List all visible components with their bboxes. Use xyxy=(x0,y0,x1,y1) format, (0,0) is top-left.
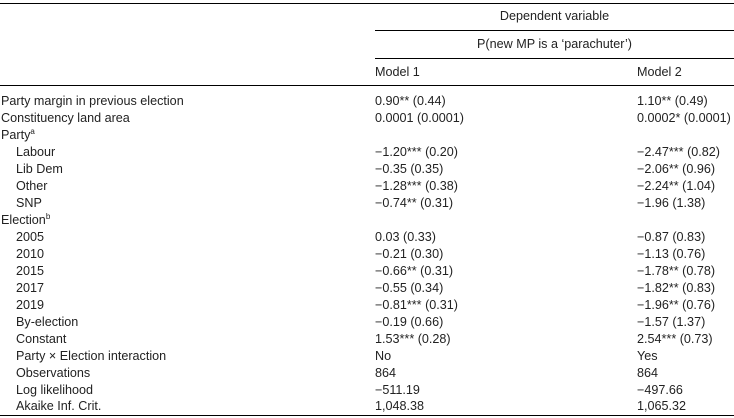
row-label: Labour xyxy=(16,145,56,159)
group-label-party: Partya xyxy=(1,127,35,144)
model1-header: Model 1 xyxy=(375,65,420,79)
row-label: Party margin in previous election xyxy=(1,94,184,108)
group-label-election: Electionb xyxy=(1,212,50,229)
row-label: Constituency land area xyxy=(1,111,130,125)
model1-cell: 864 xyxy=(375,366,397,380)
model2-cell: 1,065.32 xyxy=(637,399,687,413)
model2-cell: 1.10** (0.49) xyxy=(637,94,708,108)
dependent-variable-header: Dependent variable xyxy=(499,9,610,23)
model1-cell: 1,048.38 xyxy=(375,399,425,413)
model1-cell: −511.19 xyxy=(375,383,420,397)
model1-cell: −1.20*** (0.20) xyxy=(375,145,458,159)
row-label: SNP xyxy=(16,196,42,210)
row-label: 2019 xyxy=(16,298,45,312)
model2-cell: 864 xyxy=(637,366,659,380)
model1-cell: No xyxy=(375,349,392,363)
model1-cell: −0.66** (0.31) xyxy=(375,264,454,278)
model1-cell: −0.21 (0.30) xyxy=(375,247,444,261)
model2-cell: −1.57 (1.37) xyxy=(637,315,706,329)
group-label-text: Election xyxy=(1,213,46,227)
model1-cell: 0.0001 (0.0001) xyxy=(375,111,464,125)
model2-cell: −2.24** (1.04) xyxy=(637,179,716,193)
row-label: Log likelihood xyxy=(16,383,94,397)
model2-cell: Yes xyxy=(637,349,658,363)
model1-cell: 0.90** (0.44) xyxy=(375,94,446,108)
outcome-rule xyxy=(375,58,734,59)
header-bottom-rule xyxy=(0,85,734,86)
model2-cell: −0.87 (0.83) xyxy=(637,230,706,244)
row-label: 2017 xyxy=(16,281,45,295)
model2-cell: −1.78** (0.78) xyxy=(637,264,716,278)
footnote-marker: b xyxy=(45,211,51,221)
outcome-header: P(new MP is a ‘parachuter’) xyxy=(477,37,632,51)
model1-cell: −1.28*** (0.38) xyxy=(375,179,458,193)
model2-cell: −497.66 xyxy=(637,383,683,397)
row-label: 2005 xyxy=(16,230,45,244)
model2-cell: 2.54*** (0.73) xyxy=(637,332,713,346)
model1-cell: −0.35 (0.35) xyxy=(375,162,444,176)
row-label: 2010 xyxy=(16,247,45,261)
model1-cell: −0.19 (0.66) xyxy=(375,315,444,329)
group-label-text: Party xyxy=(1,128,31,142)
row-label: Observations xyxy=(16,366,91,380)
model2-cell: −2.47*** (0.82) xyxy=(637,145,720,159)
model1-cell: −0.74** (0.31) xyxy=(375,196,454,210)
row-label: Constant xyxy=(16,332,67,346)
row-label: Other xyxy=(16,179,48,193)
row-label: By-election xyxy=(16,315,79,329)
row-label: Lib Dem xyxy=(16,162,63,176)
model2-cell: −1.82** (0.83) xyxy=(637,281,716,295)
model2-cell: 0.0002* (0.0001) xyxy=(637,111,731,125)
row-label: Party × Election interaction xyxy=(16,349,167,363)
row-label: Akaike Inf. Crit. xyxy=(16,399,102,413)
model1-cell: −0.81*** (0.31) xyxy=(375,298,458,312)
model1-cell: −0.55 (0.34) xyxy=(375,281,444,295)
model2-header: Model 2 xyxy=(637,65,682,79)
model2-cell: −1.96** (0.76) xyxy=(637,298,716,312)
model2-cell: −1.96 (1.38) xyxy=(637,196,706,210)
top-rule xyxy=(0,3,734,4)
bottom-rule xyxy=(0,415,734,416)
model2-cell: −1.13 (0.76) xyxy=(637,247,706,261)
dependent-variable-rule xyxy=(375,30,734,31)
footnote-marker: a xyxy=(30,126,35,136)
row-label: 2015 xyxy=(16,264,45,278)
model1-cell: 1.53*** (0.28) xyxy=(375,332,451,346)
model1-cell: 0.03 (0.33) xyxy=(375,230,436,244)
model2-cell: −2.06** (0.96) xyxy=(637,162,716,176)
